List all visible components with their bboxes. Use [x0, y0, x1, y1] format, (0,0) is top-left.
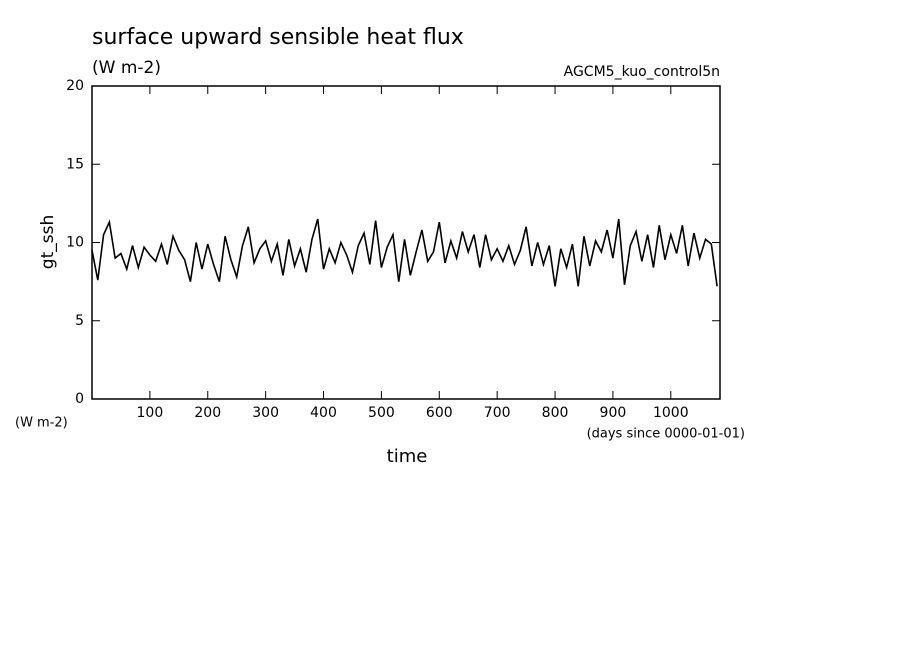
- y-tick-label: 20: [66, 78, 84, 94]
- chart-subtitle: (W m-2): [92, 58, 161, 78]
- plot-frame: [91, 85, 721, 400]
- y-axis-label: gt_ssh: [38, 215, 58, 269]
- x-tick-label: 500: [368, 405, 395, 421]
- x-tick-label: 600: [426, 405, 453, 421]
- data-line: [91, 218, 718, 287]
- x-tick-label: 1000: [653, 405, 689, 421]
- annotation: AGCM5_kuo_control5n: [564, 64, 720, 80]
- x-tick-label: 300: [252, 405, 279, 421]
- chart-title: surface upward sensible heat flux: [92, 25, 464, 50]
- x-tick-label: 400: [310, 405, 337, 421]
- y-tick-label: 10: [66, 235, 84, 251]
- x-axis-label: time: [387, 446, 428, 467]
- x-tick-label: 900: [600, 405, 627, 421]
- x-tick-label: 200: [194, 405, 221, 421]
- y-tick-label: 0: [75, 391, 84, 407]
- y-tick-label: 15: [66, 156, 84, 172]
- y-tick-label: 5: [75, 313, 84, 329]
- x-axis-unit: (days since 0000-01-01): [587, 427, 745, 442]
- x-tick-label: 100: [137, 405, 164, 421]
- x-tick-label: 800: [542, 405, 569, 421]
- x-tick-label: 700: [484, 405, 511, 421]
- y-axis-unit: (W m-2): [15, 416, 68, 431]
